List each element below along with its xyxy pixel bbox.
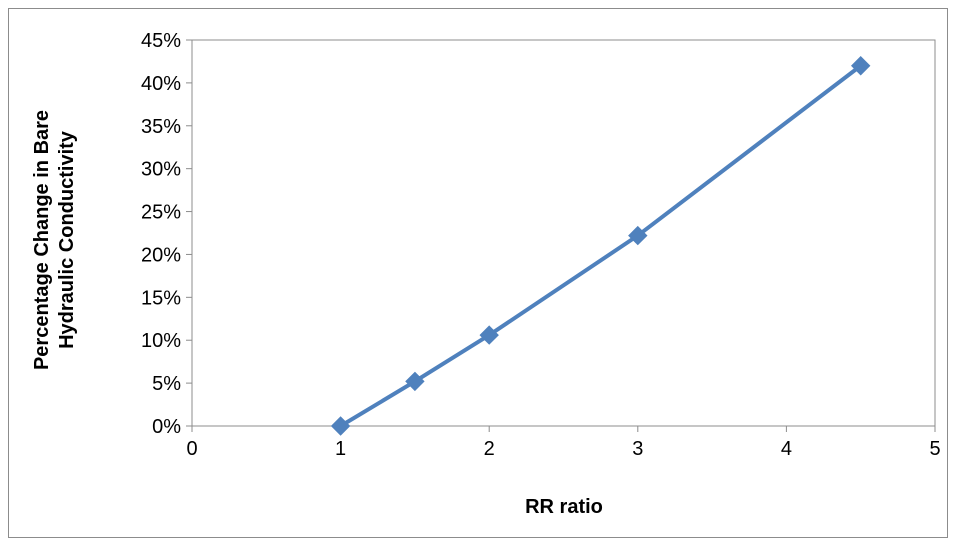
y-tick-label: 5% (152, 373, 181, 395)
y-tick-label: 40% (141, 73, 181, 95)
plot-area-border (191, 39, 936, 427)
x-tick-label: 5 (929, 438, 940, 460)
x-tick-label: 4 (781, 438, 792, 460)
series-line (338, 63, 863, 428)
x-tick-label: 3 (632, 438, 643, 460)
y-tick-label: 10% (141, 330, 181, 352)
x-tick-label: 1 (335, 438, 346, 460)
y-tick-label: 25% (141, 202, 181, 224)
data-point-marker (850, 56, 871, 76)
y-tick-label: 45% (141, 30, 181, 52)
data-point-marker (405, 371, 425, 392)
x-tick-label: 0 (186, 438, 197, 460)
y-axis-title-line-1: Percentage Change in Bare (31, 110, 53, 370)
y-tick-label: 35% (141, 116, 181, 138)
chart-frame (8, 8, 948, 538)
y-axis-title-line-2: Hydraulic Conductivity (56, 130, 78, 349)
y-axis-title: Percentage Change in Bare Hydraulic Cond… (31, 110, 78, 370)
y-tick-label: 20% (141, 244, 181, 266)
x-axis-title: RR ratio (525, 496, 603, 518)
data-point-marker (628, 225, 648, 246)
x-tick-label: 2 (484, 438, 495, 460)
y-tick-label: 30% (141, 159, 181, 181)
y-tick-label: 15% (141, 287, 181, 309)
plot-area: 0% 5% 10% 15% 20% 25% 30% 35% 40% 45% 0 1 2 3 4 5 (141, 30, 941, 460)
y-tick-label: 0% (152, 416, 181, 438)
data-point-marker (330, 416, 351, 436)
data-point-marker (479, 325, 499, 345)
